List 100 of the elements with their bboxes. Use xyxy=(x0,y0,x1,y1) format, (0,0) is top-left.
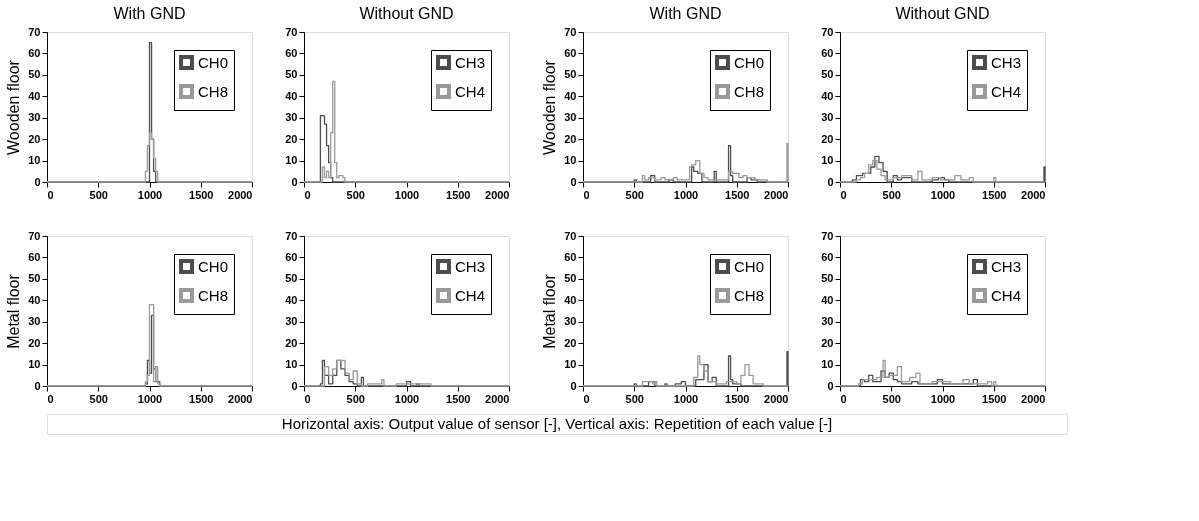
y-tick-label: 40 xyxy=(564,89,577,102)
x-tick-label: 1500 xyxy=(982,392,1007,405)
y-tick-label: 0 xyxy=(34,379,41,392)
y-tick-label: 70 xyxy=(564,229,577,242)
y-tick-label: 50 xyxy=(821,68,834,81)
y-tick-label: 50 xyxy=(285,68,298,81)
x-tick-label: 2000 xyxy=(1021,188,1046,201)
y-tick-label: 60 xyxy=(28,250,41,263)
y-tick-label: 10 xyxy=(821,154,834,167)
y-tick-label: 30 xyxy=(821,315,834,328)
y-tick-label: 40 xyxy=(285,293,298,306)
y-tick-label: 10 xyxy=(821,358,834,371)
x-tick-label: 2000 xyxy=(228,188,253,201)
y-tick-label: 70 xyxy=(28,229,41,242)
x-tick-label: 1000 xyxy=(137,392,163,405)
x-tick-label: 1000 xyxy=(930,188,956,201)
y-axis-title: Wooden floor xyxy=(5,59,23,155)
y-tick-label: 10 xyxy=(28,154,41,167)
y-tick-label: 0 xyxy=(570,175,577,188)
y-tick-label: 20 xyxy=(564,336,577,349)
x-tick-label: 500 xyxy=(89,392,108,405)
y-tick-label: 40 xyxy=(28,293,41,306)
y-tick-label: 50 xyxy=(564,68,577,81)
y-tick-label: 50 xyxy=(285,272,298,285)
legend-label: CH0 xyxy=(734,53,765,71)
legend-label: CH8 xyxy=(198,82,229,100)
x-tick-label: 0 xyxy=(47,188,54,201)
y-tick-label: 30 xyxy=(821,111,834,124)
legend-label: CH4 xyxy=(991,286,1022,304)
y-tick-label: 40 xyxy=(28,89,41,102)
x-tick-label: 1500 xyxy=(725,188,750,201)
y-tick-label: 50 xyxy=(564,272,577,285)
x-tick-label: 1500 xyxy=(725,392,750,405)
x-tick-label: 1000 xyxy=(673,392,699,405)
y-tick-label: 30 xyxy=(28,315,41,328)
x-tick-label: 1000 xyxy=(673,188,699,201)
y-tick-label: 50 xyxy=(28,272,41,285)
legend-label: CH0 xyxy=(198,257,229,275)
y-tick-label: 30 xyxy=(285,315,298,328)
y-tick-label: 30 xyxy=(28,111,41,124)
y-tick-label: 70 xyxy=(821,25,834,38)
y-tick-label: 30 xyxy=(564,111,577,124)
y-tick-label: 60 xyxy=(821,250,834,263)
x-tick-label: 1500 xyxy=(446,392,471,405)
legend-label: CH4 xyxy=(455,82,486,100)
y-tick-label: 20 xyxy=(28,336,41,349)
x-tick-label: 2000 xyxy=(764,188,789,201)
y-tick-label: 10 xyxy=(285,154,298,167)
chart-title: With GND xyxy=(649,5,722,22)
legend-label: CH0 xyxy=(734,257,765,275)
y-tick-label: 40 xyxy=(285,89,298,102)
y-tick-label: 30 xyxy=(564,315,577,328)
y-tick-label: 60 xyxy=(285,250,298,263)
y-tick-label: 20 xyxy=(564,132,577,145)
x-tick-label: 1000 xyxy=(394,392,420,405)
legend-label: CH3 xyxy=(991,53,1022,71)
x-tick-label: 500 xyxy=(346,392,365,405)
y-tick-label: 60 xyxy=(285,46,298,59)
x-tick-label: 0 xyxy=(840,188,847,201)
y-tick-label: 40 xyxy=(564,293,577,306)
chart-title: Without GND xyxy=(359,5,454,22)
x-tick-label: 1500 xyxy=(982,188,1007,201)
x-tick-label: 0 xyxy=(583,188,590,201)
legend-label: CH4 xyxy=(991,82,1022,100)
x-tick-label: 0 xyxy=(304,188,311,201)
legend-label: CH8 xyxy=(198,286,229,304)
y-tick-label: 70 xyxy=(285,229,298,242)
x-tick-label: 0 xyxy=(583,392,590,405)
y-tick-label: 0 xyxy=(291,175,298,188)
y-tick-label: 20 xyxy=(28,132,41,145)
y-tick-label: 0 xyxy=(827,379,834,392)
y-tick-label: 50 xyxy=(821,272,834,285)
y-tick-label: 10 xyxy=(564,358,577,371)
x-tick-label: 2000 xyxy=(764,392,789,405)
y-tick-label: 0 xyxy=(291,379,298,392)
y-tick-label: 40 xyxy=(821,89,834,102)
legend-label: CH4 xyxy=(455,286,486,304)
x-tick-label: 1000 xyxy=(137,188,163,201)
legend-label: CH0 xyxy=(198,53,229,71)
y-tick-label: 40 xyxy=(821,293,834,306)
y-axis-title: Metal floor xyxy=(541,273,559,349)
x-tick-label: 500 xyxy=(882,392,901,405)
x-tick-label: 0 xyxy=(840,392,847,405)
legend-label: CH3 xyxy=(455,257,486,275)
text: Horizontal axis: Output value of sensor [-], Vertical axis: Repetition of each value [-] xyxy=(281,415,833,432)
y-tick-label: 20 xyxy=(821,336,834,349)
x-tick-label: 2000 xyxy=(1021,392,1046,405)
x-tick-label: 2000 xyxy=(485,392,510,405)
y-tick-label: 50 xyxy=(28,68,41,81)
x-tick-label: 1500 xyxy=(189,188,214,201)
y-tick-label: 0 xyxy=(827,175,834,188)
legend-label: CH8 xyxy=(734,82,765,100)
x-tick-label: 0 xyxy=(304,392,311,405)
y-tick-label: 20 xyxy=(821,132,834,145)
y-tick-label: 10 xyxy=(564,154,577,167)
y-tick-label: 10 xyxy=(285,358,298,371)
y-tick-label: 10 xyxy=(28,358,41,371)
y-tick-label: 70 xyxy=(285,25,298,38)
x-tick-label: 0 xyxy=(47,392,54,405)
y-tick-label: 0 xyxy=(34,175,41,188)
